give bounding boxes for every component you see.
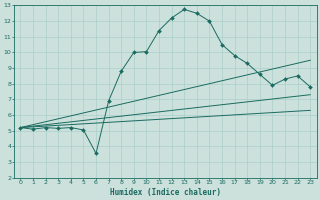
X-axis label: Humidex (Indice chaleur): Humidex (Indice chaleur) — [110, 188, 221, 197]
